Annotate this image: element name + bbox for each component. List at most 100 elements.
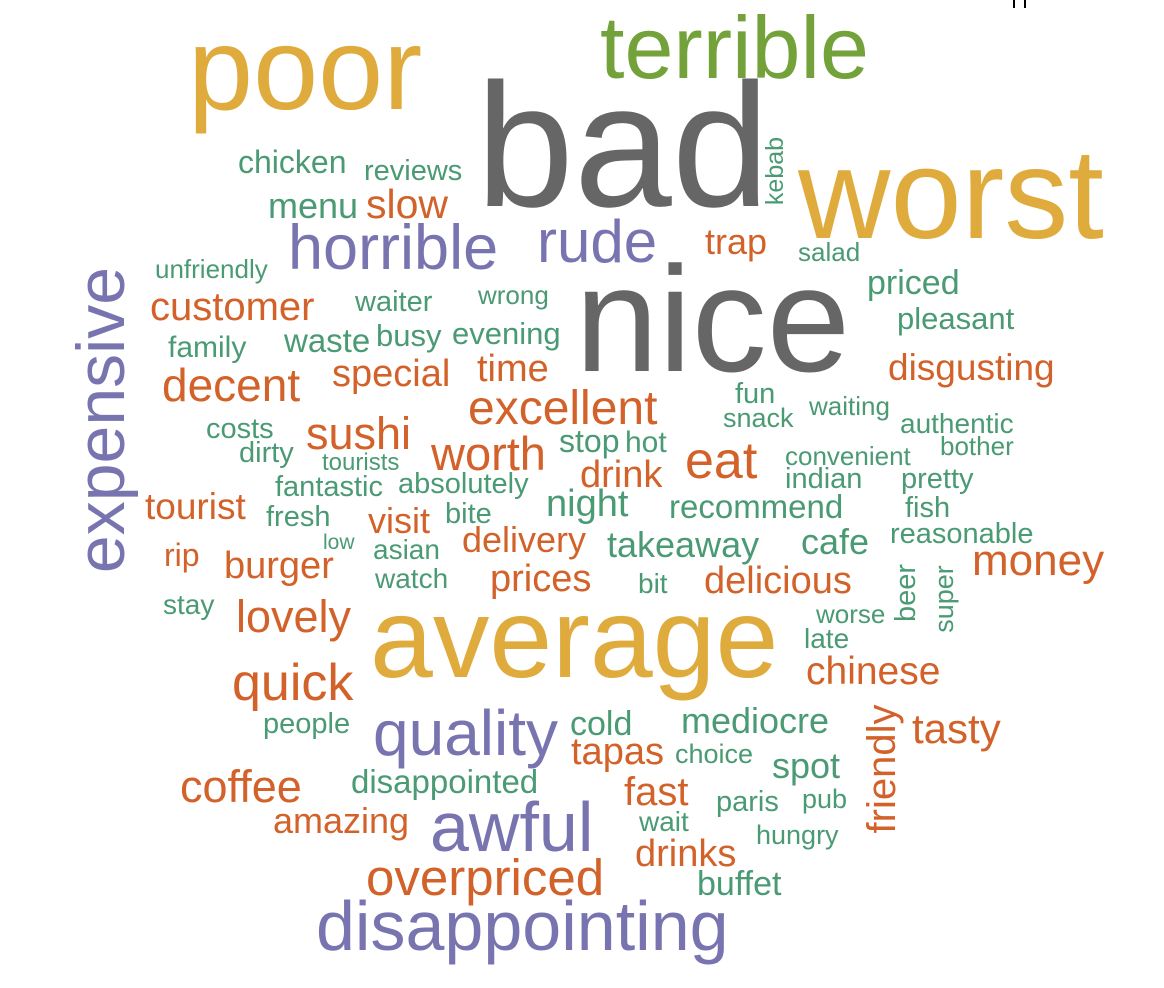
word: unfriendly [155,254,268,284]
word: authentic [900,408,1014,439]
word: expensive [63,266,139,574]
word: tourist [145,486,246,527]
word: quality [373,697,558,769]
word: kebab [761,136,789,206]
word: bad [476,48,770,244]
word: delicious [704,560,852,602]
word: salad [798,237,861,267]
word: low [323,531,355,554]
word: fish [905,492,951,524]
word: tasty [912,705,1001,752]
word: lovely [236,591,352,642]
word: family [168,331,247,364]
word: fantastic [275,471,383,503]
word: paris [716,786,779,818]
word: wrong [478,280,549,310]
word: disappointed [351,763,539,800]
edge-mark [1013,0,1015,8]
word: nice [575,235,851,403]
word: drinks [635,833,737,875]
word: friendly [860,704,904,834]
word: prices [490,558,592,600]
word: terrible [600,0,869,97]
word: special [332,353,451,395]
word: coffee [180,761,302,812]
word: overpriced [366,849,605,906]
word: fun [735,378,776,410]
word: snack [723,403,794,433]
word: convenient [785,441,911,471]
word: pleasant [897,301,1015,336]
word: people [263,708,351,740]
word: pretty [901,463,974,495]
word: waiting [809,391,890,421]
word: waiter [355,286,433,318]
word: wait [639,806,689,837]
word: watch [375,563,449,594]
word: night [546,483,629,525]
word: hot [625,426,667,459]
word: mediocre [681,700,830,741]
word: disgusting [888,347,1055,388]
word: customer [150,285,315,329]
word: worse [816,599,886,629]
word: bite [445,498,492,530]
word: asian [373,534,440,565]
word: waste [284,322,371,359]
word: recommend [669,488,844,525]
word: cafe [801,521,870,562]
word: trap [705,221,768,262]
word: delivery [462,519,587,560]
word: hungry [756,820,839,850]
word: horrible [288,213,499,283]
word: tourists [322,449,400,476]
word: late [804,623,850,654]
word: rude [537,208,658,275]
word: eat [685,432,758,490]
word: stay [163,589,215,620]
word: chicken [238,144,347,180]
word: rip [164,537,200,573]
word: beer [890,563,922,623]
word: cold [570,705,633,743]
word: spot [772,745,841,786]
word: bother [940,431,1014,461]
word: amazing [273,800,410,841]
word: slow [366,181,449,227]
word: choice [675,739,754,769]
word: sushi [306,408,412,459]
word: reviews [364,155,463,187]
word: excellent [468,382,658,435]
word: quick [232,654,354,712]
word: bit [638,568,668,599]
word: poor [188,3,423,134]
word: super [929,565,959,633]
word: fresh [266,501,331,533]
word: burger [224,545,334,587]
edge-mark [1024,0,1026,8]
word: indian [785,463,863,495]
word: costs [206,413,274,445]
word: time [477,348,549,390]
word: worth [431,427,546,480]
word: visit [368,500,430,541]
word: drink [580,454,663,496]
word: decent [162,359,301,411]
word: absolutely [398,468,529,500]
word: fast [624,770,689,814]
word: busy [376,318,442,353]
word: takeaway [607,524,760,565]
word: menu [268,185,359,226]
word: dirty [239,437,294,469]
word: disappointing [316,887,729,965]
word: stop [559,423,620,459]
word: chinese [806,650,941,693]
word: pub [802,784,848,814]
word: priced [867,264,960,302]
word: tapas [571,731,664,773]
word: average [370,575,779,701]
word: evening [452,316,561,351]
word: buffet [697,865,782,903]
word: worst [798,123,1104,266]
